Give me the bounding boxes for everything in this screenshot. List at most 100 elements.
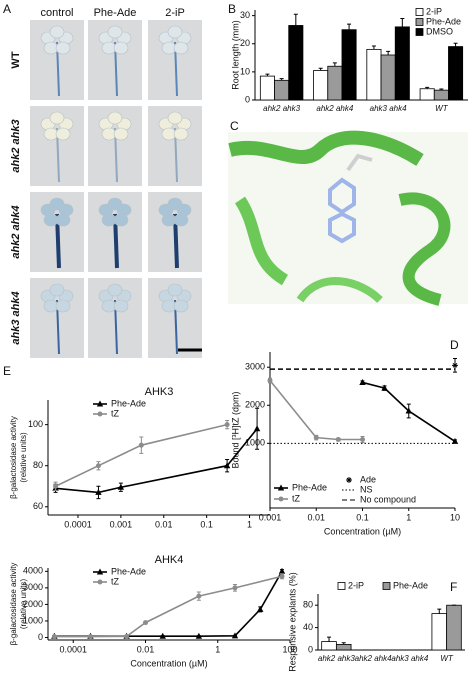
panel-label: A	[3, 2, 11, 16]
point	[159, 632, 166, 639]
strand	[234, 196, 289, 286]
bar	[259, 75, 275, 101]
panel-label: F	[450, 580, 457, 594]
error-bar	[265, 73, 270, 77]
point	[451, 437, 459, 444]
y-tick-label: 3000	[23, 582, 43, 592]
line	[362, 381, 456, 443]
bar	[394, 26, 410, 101]
error-bar	[318, 67, 323, 71]
y-tick-label: 1000	[245, 438, 265, 448]
leaf	[107, 283, 123, 297]
leaf	[49, 111, 65, 125]
panel-label: B	[228, 2, 236, 16]
bar	[446, 604, 462, 651]
point	[87, 634, 93, 640]
x-axis-label: Concentration (µM)	[130, 658, 207, 668]
legend-label: tZ	[111, 576, 120, 586]
x-tick-label: ahk3 ahk4	[391, 654, 428, 663]
legend-label: Phe-Ade	[426, 16, 461, 26]
leaf	[167, 25, 183, 39]
y-axis-label: β-galactosidase activity	[9, 563, 18, 646]
helix	[228, 130, 424, 166]
bar	[321, 641, 337, 651]
legend-label: Phe-Ade	[292, 482, 327, 492]
legend-marker	[346, 477, 352, 483]
point	[138, 442, 144, 448]
leaf	[113, 299, 129, 313]
point	[195, 632, 203, 639]
legend-label: tZ	[292, 493, 301, 503]
line	[54, 575, 283, 638]
line	[269, 380, 363, 441]
leaf	[55, 213, 71, 227]
point	[143, 620, 149, 626]
bar	[431, 613, 448, 651]
y-tick-label: 40	[303, 622, 313, 632]
error-bar	[439, 88, 444, 91]
legend-swatch	[337, 582, 346, 590]
error-bar	[425, 86, 430, 89]
x-tick-label: 0.001	[259, 512, 282, 522]
point	[279, 573, 285, 579]
x-tick-label: ahk2 ahk4	[316, 104, 353, 113]
y-tick-label: 3000	[245, 362, 265, 372]
y-axis-label: Root length (mm)	[230, 20, 240, 90]
leaf	[113, 41, 129, 55]
point	[253, 425, 261, 432]
x-tick-label: 1	[406, 512, 411, 522]
y-axis-label: Responsive explants (%)	[287, 572, 297, 672]
point	[196, 593, 202, 599]
error-bar	[327, 636, 332, 642]
y-tick-label: 10	[240, 66, 250, 76]
point	[405, 407, 412, 414]
point	[257, 605, 264, 612]
legend-marker	[96, 400, 104, 407]
bar	[274, 79, 290, 101]
y-tick-label: 0	[245, 94, 250, 104]
line	[55, 423, 228, 487]
y-tick-label: 2000	[23, 599, 43, 609]
x-tick-label: 1	[215, 644, 220, 654]
ligand	[346, 153, 373, 172]
panel-label: C	[230, 119, 239, 133]
y-axis-label: (relative units)	[19, 432, 28, 483]
point	[360, 437, 365, 443]
bar	[448, 46, 464, 101]
x-tick-label: 0.001	[110, 519, 133, 529]
error-bar	[400, 17, 405, 27]
column-label: Phe-Ade	[94, 7, 137, 19]
legend-label: Phe-Ade	[393, 580, 428, 590]
legend-marker	[97, 579, 103, 585]
y-tick-label: 60	[33, 501, 43, 511]
x-tick-label: 1	[247, 519, 252, 529]
panel-label: E	[3, 364, 11, 378]
point	[231, 632, 239, 639]
legend-label: Phe-Ade	[111, 566, 146, 576]
y-tick-label: 1000	[23, 615, 43, 625]
x-tick-label: 0.1	[200, 519, 213, 529]
row-label: ahk2 ahk4	[10, 205, 22, 258]
y-tick-label: 0	[308, 644, 313, 654]
legend-label: 2-iP	[348, 580, 364, 590]
legend-marker	[278, 496, 284, 502]
bar	[380, 54, 396, 101]
panel-label: D	[450, 338, 459, 352]
chart-title: AHK4	[155, 554, 184, 566]
leaf	[49, 283, 65, 297]
leaf	[55, 299, 71, 313]
leaf	[55, 127, 71, 141]
leaf	[167, 197, 183, 211]
point	[95, 488, 102, 495]
y-axis-label: Bound [³H]tZ (dpm)	[230, 391, 240, 468]
error-bar	[279, 78, 284, 81]
x-tick-label: ahk3 ahk4	[370, 104, 407, 113]
leaf	[55, 41, 71, 55]
legend-swatch	[382, 582, 391, 590]
chart-title: AHK3	[145, 386, 174, 398]
point	[381, 384, 388, 391]
legend-label: Phe-Ade	[111, 398, 146, 408]
bar	[433, 89, 449, 101]
